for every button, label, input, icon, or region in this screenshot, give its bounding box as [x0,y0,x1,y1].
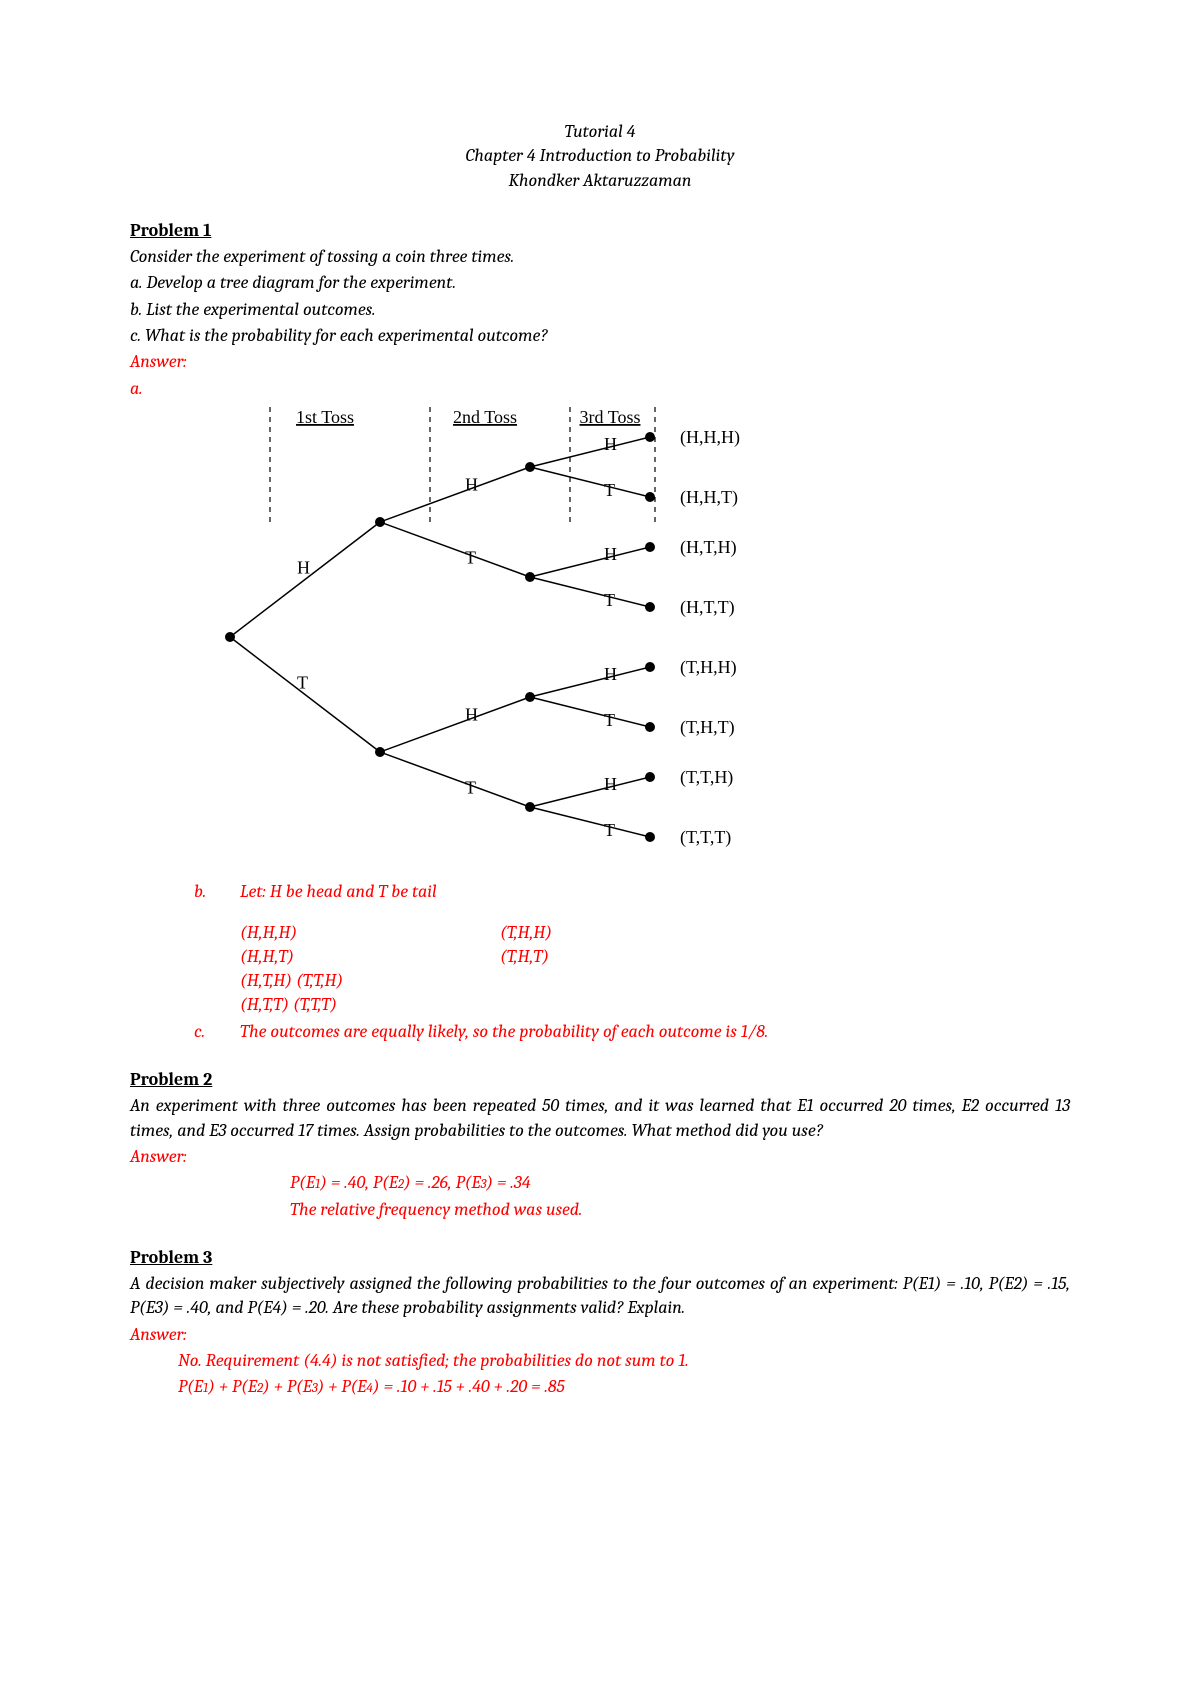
problem-2-ans-line2: The relative frequency method was used. [290,1198,1070,1222]
problem-1b-line: b. Let: H be head and T be tail [194,880,1070,904]
problem-1b-prefix: b. [194,880,240,904]
svg-text:(H,T,H): (H,T,H) [680,537,737,558]
problem-1c-line: c. The outcomes are equally likely, so t… [194,1020,1070,1044]
outcome-item: (H,H,T) [240,945,500,969]
header-line-3: Khondker Aktaruzzaman [130,169,1070,193]
outcome-item: (H,T,H) (T,T,H) [240,969,500,993]
svg-text:(T,H,H): (T,H,H) [680,657,737,678]
svg-text:(H,T,T): (H,T,T) [680,597,735,618]
svg-text:T: T [465,547,476,567]
problem-2-answer-label: Answer: [130,1145,1070,1169]
tree-diagram-container: 1st Toss 2nd Toss 3rd Toss H T H T H T H T H T H T H T (H… [210,407,1070,874]
problem-2-heading: Problem 2 [130,1068,1070,1092]
doc-header: Tutorial 4 Chapter 4 Introduction to Pro… [130,120,1070,193]
problem-1c-text: The outcomes are equally likely, so the … [240,1020,768,1044]
svg-text:H: H [604,774,617,794]
problem-3-ans-line2: P(E1) + P(E2) + P(E3) + P(E4) = .10 + .1… [178,1375,1070,1399]
svg-text:T: T [604,710,615,730]
svg-text:(H,H,H): (H,H,H) [680,427,740,448]
svg-text:2nd Toss: 2nd Toss [453,407,517,427]
problem-3-ans-line1: No. Requirement (4.4) is not satisfied; … [178,1349,1070,1373]
svg-text:H: H [465,704,478,724]
svg-text:T: T [604,590,615,610]
problem-1c-prefix: c. [194,1020,240,1044]
header-line-2: Chapter 4 Introduction to Probability [130,144,1070,168]
svg-text:(T,T,H): (T,T,H) [680,767,733,788]
svg-text:H: H [604,434,617,454]
problem-2-ans-line1: P(E1) = .40, P(E2) = .26, P(E3) = .34 [290,1171,1070,1195]
problem-1-a-label: a. [130,377,1070,401]
problem-1-qb: b. List the experimental outcomes. [130,298,1070,322]
problem-1-intro: Consider the experiment of tossing a coi… [130,245,1070,269]
svg-text:T: T [604,820,615,840]
svg-text:(H,H,T): (H,H,T) [680,487,738,508]
tree-diagram: 1st Toss 2nd Toss 3rd Toss H T H T H T H T H T H T H T (H… [210,407,810,867]
problem-1-answer-label: Answer: [130,350,1070,374]
problem-3-q: A decision maker subjectively assigned t… [130,1272,1070,1321]
outcomes-col-1: (H,H,H) (H,H,T) (H,T,H) (T,T,H) (H,T,T) … [240,921,500,1018]
svg-text:T: T [465,777,476,797]
problem-1b-text: Let: H be head and T be tail [240,880,437,904]
problem-1b-outcomes: (H,H,H) (H,H,T) (H,T,H) (T,T,H) (H,T,T) … [240,921,1070,1018]
problem-3-answer-label: Answer: [130,1323,1070,1347]
outcome-item: (H,T,T) (T,T,T) [240,993,500,1017]
outcomes-col-2: (T,H,H) (T,H,T) [500,921,760,1018]
problem-3-heading: Problem 3 [130,1246,1070,1270]
svg-text:3rd Toss: 3rd Toss [580,407,641,427]
svg-text:1st Toss: 1st Toss [296,407,354,427]
outcome-item: (T,H,T) [500,945,760,969]
problem-1-qc: c. What is the probability for each expe… [130,324,1070,348]
outcome-item: (T,H,H) [500,921,760,945]
svg-text:H: H [604,664,617,684]
svg-text:T: T [297,672,308,692]
svg-text:H: H [297,557,310,577]
header-line-1: Tutorial 4 [130,120,1070,144]
svg-text:(T,T,T): (T,T,T) [680,827,731,848]
problem-2-q: An experiment with three outcomes has be… [130,1094,1070,1143]
svg-text:H: H [465,474,478,494]
svg-text:H: H [604,544,617,564]
problem-1-qa: a. Develop a tree diagram for the experi… [130,271,1070,295]
outcome-item: (H,H,H) [240,921,500,945]
svg-text:(T,H,T): (T,H,T) [680,717,735,738]
svg-text:T: T [604,480,615,500]
problem-1-heading: Problem 1 [130,219,1070,243]
